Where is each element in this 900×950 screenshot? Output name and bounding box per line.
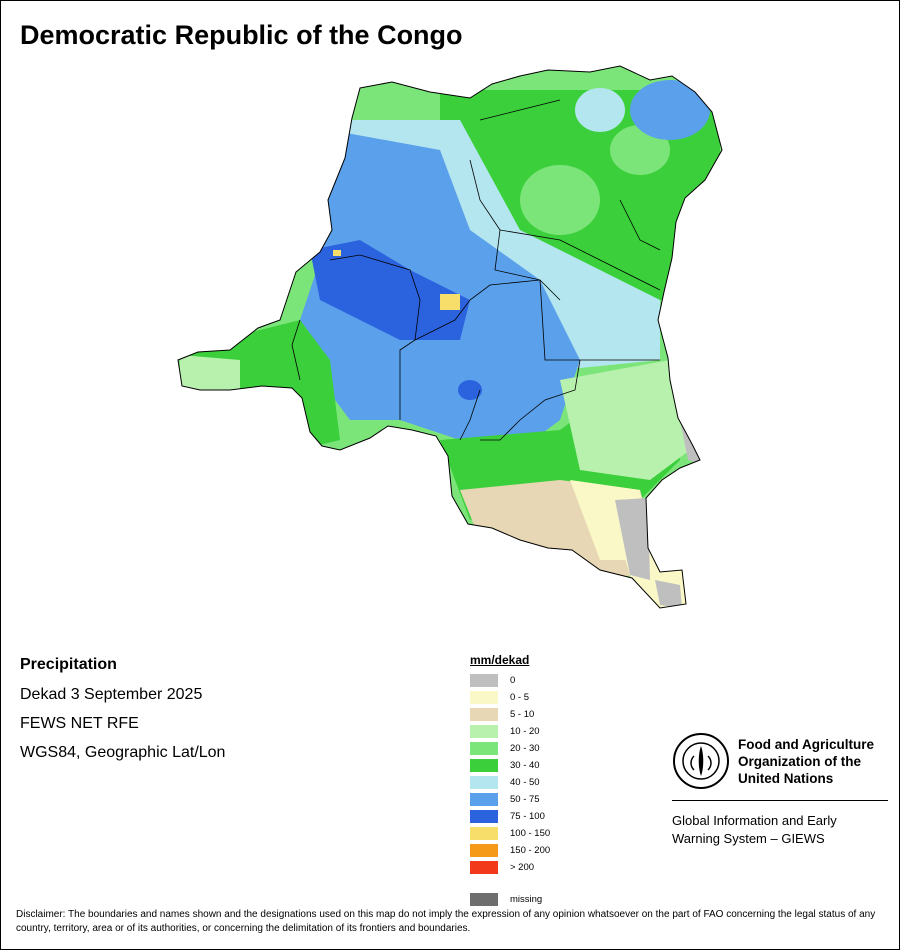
projection-label: WGS84, Geographic Lat/Lon	[20, 744, 226, 761]
org-name-line: United Nations	[738, 770, 834, 786]
legend-item: 0 - 5	[470, 689, 550, 706]
legend-label: 100 - 150	[510, 828, 551, 839]
precipitation-map	[177, 65, 723, 609]
legend-label: 0 - 5	[510, 692, 530, 703]
legend-label: 75 - 100	[510, 811, 545, 822]
legend-swatch	[470, 893, 498, 906]
legend-swatch	[470, 691, 498, 704]
giews-line: Warning System – GIEWS	[672, 831, 825, 846]
fao-block: Food and Agriculture Organization of the…	[672, 732, 888, 848]
legend-item: 30 - 40	[470, 757, 550, 774]
legend-item: 100 - 150	[470, 825, 550, 842]
legend-swatch	[470, 810, 498, 823]
legend-item: 5 - 10	[470, 706, 550, 723]
legend-label: 30 - 40	[510, 760, 540, 771]
legend-swatch	[470, 725, 498, 738]
org-name-line: Food and Agriculture	[738, 736, 874, 752]
legend-swatch	[470, 844, 498, 857]
legend-label: 40 - 50	[510, 777, 540, 788]
fao-logo-icon	[673, 733, 729, 789]
legend-label: 150 - 200	[510, 845, 551, 856]
legend-title: mm/dekad	[470, 653, 530, 667]
legend-label: 50 - 75	[510, 794, 540, 805]
legend-swatch	[470, 759, 498, 772]
giews-label: Global Information and Early Warning Sys…	[672, 812, 888, 848]
legend: mm/dekad 0 0 - 5 5 - 10 10 - 20 20 - 30 30 - …	[470, 653, 550, 908]
org-name-line: Organization of the	[738, 753, 861, 769]
variable-title: Precipitation	[20, 656, 117, 673]
legend-item: 75 - 100	[470, 808, 550, 825]
legend-item: 20 - 30	[470, 740, 550, 757]
legend-label: 10 - 20	[510, 726, 540, 737]
org-name: Food and Agriculture Organization of the…	[738, 736, 874, 787]
legend-item: 40 - 50	[470, 774, 550, 791]
legend-swatch	[470, 827, 498, 840]
legend-label: 5 - 10	[510, 709, 535, 720]
legend-label: missing	[510, 894, 543, 905]
source-label: FEWS NET RFE	[20, 715, 139, 732]
map-info: Precipitation Dekad 3 September 2025 FEW…	[20, 656, 225, 773]
legend-label: > 200	[510, 862, 535, 873]
disclaimer: Disclaimer: The boundaries and names sho…	[16, 909, 876, 934]
legend-swatch	[470, 742, 498, 755]
legend-item: 0	[470, 672, 550, 689]
divider	[672, 800, 888, 801]
giews-line: Global Information and Early	[672, 813, 837, 828]
map-title: Democratic Republic of the Congo	[20, 20, 463, 50]
legend-swatch	[470, 776, 498, 789]
legend-item: 50 - 75	[470, 791, 550, 808]
legend-item-missing: missing	[470, 891, 550, 908]
legend-item: > 200	[470, 859, 550, 876]
legend-item: 10 - 20	[470, 723, 550, 740]
legend-label: 0	[510, 675, 516, 686]
period-label: Dekad 3 September 2025	[20, 686, 203, 703]
legend-swatch	[470, 793, 498, 806]
legend-swatch	[470, 674, 498, 687]
legend-swatch	[470, 861, 498, 874]
legend-item: 150 - 200	[470, 842, 550, 859]
legend-label: 20 - 30	[510, 743, 540, 754]
legend-swatch	[470, 708, 498, 721]
